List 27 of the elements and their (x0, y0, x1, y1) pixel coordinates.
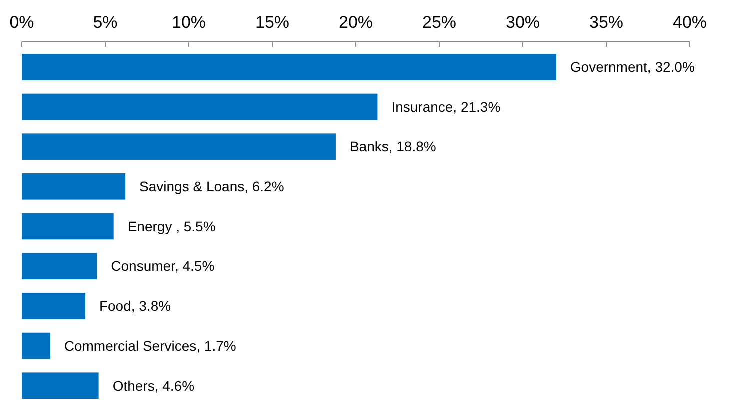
bar (22, 174, 126, 200)
bar (22, 213, 114, 240)
data-label: Commercial Services, 1.7% (64, 338, 236, 354)
data-label: Insurance, 21.3% (392, 98, 501, 115)
bar (22, 94, 378, 120)
x-tick-label: 5% (93, 13, 118, 32)
x-tick-label: 25% (422, 13, 457, 32)
data-label: Government, 32.0% (570, 59, 695, 76)
bar (22, 372, 99, 399)
data-label: Others, 4.6% (112, 378, 195, 394)
x-tick-label: 0% (10, 13, 34, 32)
data-label: Banks, 18.8% (350, 138, 436, 155)
x-tick-label: 40% (672, 13, 708, 32)
bar (22, 332, 50, 360)
bar (22, 253, 98, 280)
x-tick-label: 15% (255, 13, 290, 32)
bar (22, 54, 556, 80)
data-label: Food, 3.8% (99, 298, 172, 314)
x-tick-label: 35% (589, 13, 624, 32)
bar (22, 134, 336, 160)
data-label: Consumer, 4.5% (111, 258, 215, 274)
x-tick-label: 10% (172, 13, 206, 32)
data-label: Savings & Loans, 6.2% (140, 178, 284, 195)
x-tick-label: 20% (338, 13, 374, 32)
data-label: Energy , 5.5% (128, 218, 216, 234)
x-tick-label: 30% (506, 13, 540, 32)
bar (22, 293, 86, 320)
